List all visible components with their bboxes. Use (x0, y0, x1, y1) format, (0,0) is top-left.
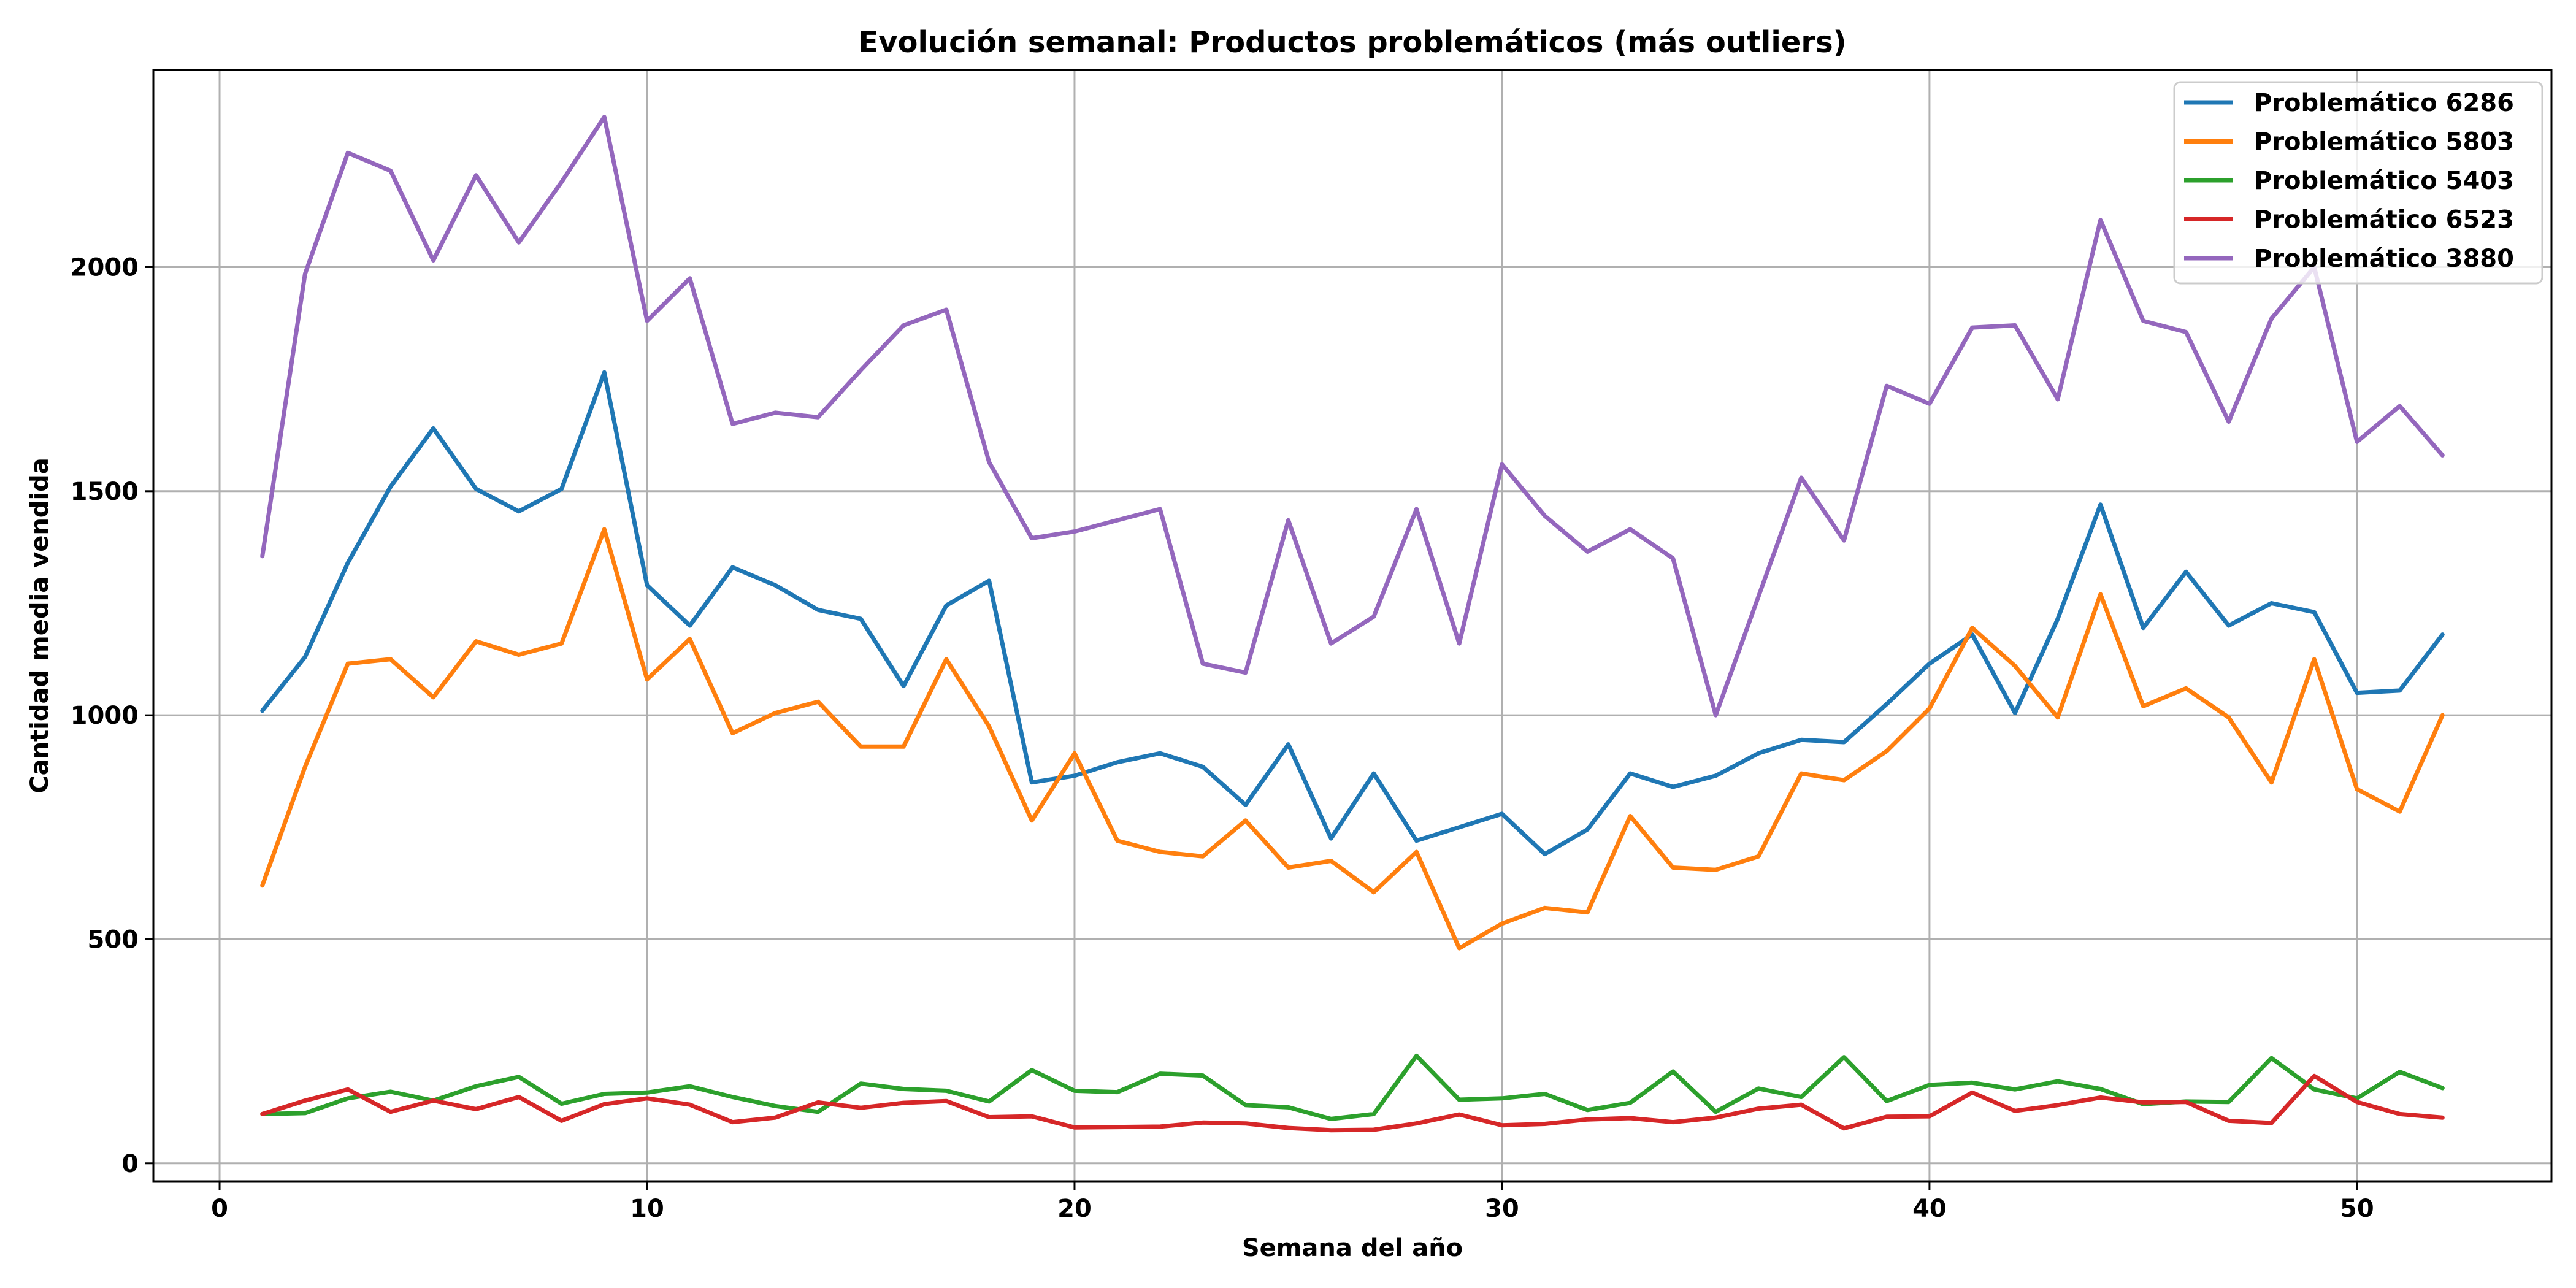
y-axis-label: Cantidad media vendida (26, 458, 54, 794)
series-line-3 (260, 1053, 2445, 1121)
x-tick-label: 30 (1485, 1195, 1519, 1223)
series-lines (260, 115, 2445, 1133)
y-tick-label: 1500 (71, 478, 139, 506)
x-tick-label: 40 (1912, 1195, 1947, 1223)
legend-entry-label: Problemático 6286 (2254, 89, 2514, 117)
x-tick-label: 10 (630, 1195, 664, 1223)
legend-entry-label: Problemático 5803 (2254, 128, 2514, 156)
chart-title: Evolución semanal: Productos problemátic… (858, 25, 1846, 59)
series-line-4 (260, 1073, 2445, 1133)
y-tick-label: 0 (121, 1150, 139, 1178)
x-tick-label: 20 (1057, 1195, 1092, 1223)
legend: Problemático 6286 Problemático 5803 Proble… (2173, 81, 2543, 285)
series-line-1 (260, 370, 2445, 857)
plot-frame (152, 69, 2553, 1183)
y-tick-label: 2000 (71, 253, 139, 282)
y-tick-label: 500 (88, 926, 139, 954)
legend-entry-label: Problemático 5403 (2254, 167, 2514, 195)
legend-entry-label: Problemático 3880 (2254, 245, 2514, 273)
x-tick-label: 0 (211, 1195, 228, 1223)
series-line-2 (260, 527, 2445, 951)
y-tick-label: 1000 (71, 702, 139, 730)
legend-box (2173, 81, 2543, 285)
x-axis-label: Semana del año (1242, 1234, 1463, 1262)
series-line-5 (260, 115, 2445, 718)
legend-entry-label: Problemático 6523 (2254, 206, 2514, 234)
x-tick-label: 50 (2340, 1195, 2374, 1223)
